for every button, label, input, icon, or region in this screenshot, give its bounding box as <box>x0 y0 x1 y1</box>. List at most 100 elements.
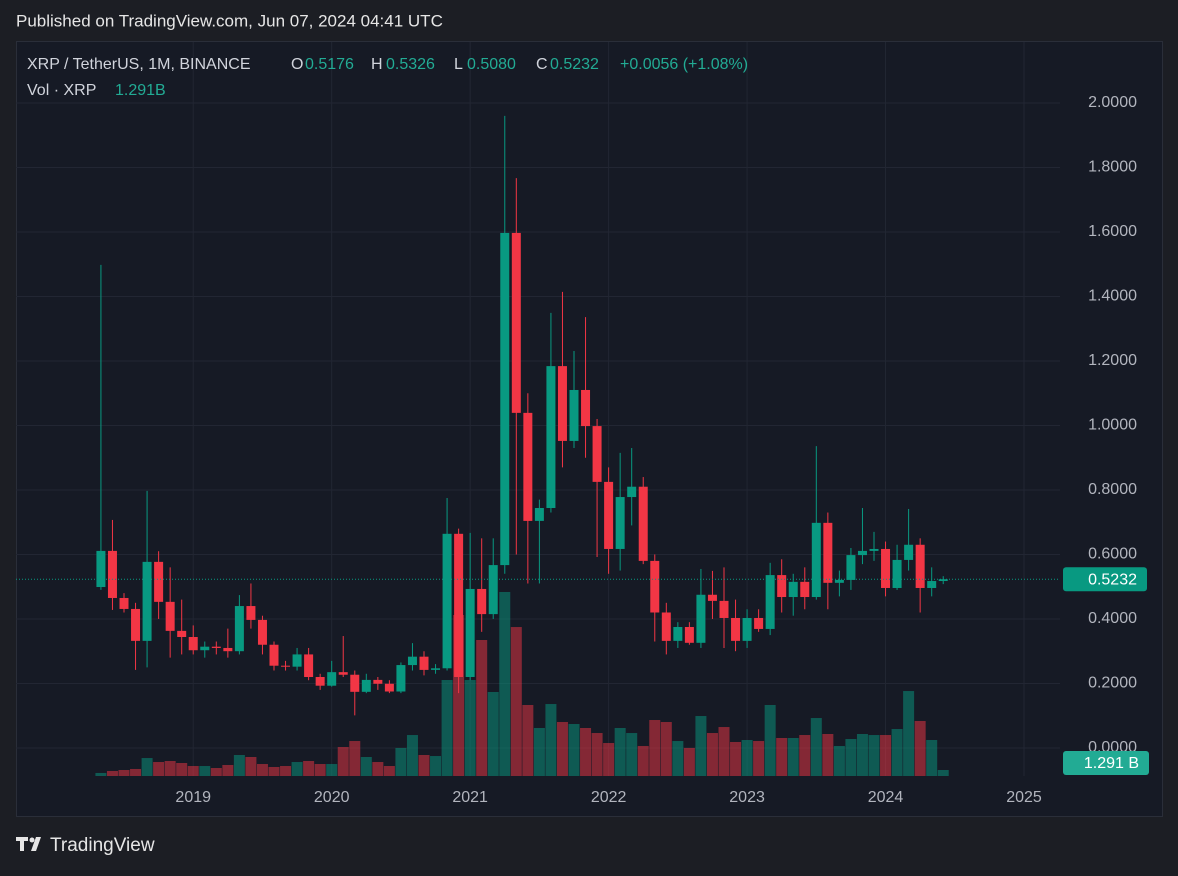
volume-bar <box>926 739 938 776</box>
candle-body <box>96 550 106 588</box>
volume-bar <box>545 704 557 776</box>
volume-bar <box>210 768 222 776</box>
candle-body <box>177 630 187 638</box>
volume-bar <box>164 760 176 776</box>
candle-body <box>788 581 798 598</box>
price-badge <box>1063 567 1147 592</box>
volume-bar <box>153 762 165 776</box>
volume-bar <box>106 770 118 776</box>
volume-bar <box>787 737 799 776</box>
logo <box>16 837 41 851</box>
high-key: H <box>371 56 383 73</box>
candle-body <box>731 617 741 641</box>
candle-body <box>223 647 233 652</box>
candle-body <box>892 559 902 588</box>
candle-body <box>407 656 417 666</box>
volume-bar <box>626 733 638 776</box>
x-tick-label: 2025 <box>1006 789 1042 806</box>
candle-body <box>523 412 533 521</box>
candle-body <box>142 561 152 641</box>
candle-body <box>684 627 694 643</box>
volume-bar <box>395 747 407 776</box>
volume-bar <box>822 733 834 776</box>
candle-body <box>696 594 706 643</box>
volume-badge-label: 1.291 B <box>1084 755 1139 772</box>
y-tick-label: 1.6000 <box>1088 223 1137 240</box>
volume-bar <box>914 720 926 776</box>
candle-body <box>107 550 117 598</box>
price-badge-label: 0.5232 <box>1088 571 1137 588</box>
x-tick-label: 2021 <box>452 789 488 806</box>
volume-bar <box>303 760 315 776</box>
y-tick-label: 0.2000 <box>1088 675 1137 692</box>
volume-bar <box>672 741 684 776</box>
chart-frame <box>16 41 1163 817</box>
candle-body <box>638 486 648 561</box>
volume-bar <box>637 745 649 776</box>
volume-bar <box>649 720 661 776</box>
candle-body <box>938 579 948 582</box>
volume-bar <box>603 743 615 776</box>
volume-bar <box>337 747 349 776</box>
volume-bar <box>441 680 453 776</box>
x-tick-label: 2020 <box>314 789 350 806</box>
candle-body <box>269 644 279 666</box>
volume-bar <box>868 735 880 776</box>
candle-body <box>650 560 660 613</box>
brand: TradingView <box>50 835 155 856</box>
logo-mark <box>31 837 41 851</box>
volume-bar <box>533 728 545 776</box>
candle-body <box>338 672 348 675</box>
volume-bar <box>891 729 903 776</box>
volume-bar <box>580 728 592 776</box>
candle-body <box>615 497 625 549</box>
candle-body <box>246 606 256 620</box>
candle-body <box>811 522 821 598</box>
volume-bar <box>880 735 892 776</box>
candle-body <box>592 426 602 482</box>
candle-body <box>834 579 844 583</box>
candle-body <box>846 555 856 580</box>
candle-body <box>234 606 244 652</box>
candle-body <box>673 627 683 641</box>
candle-body <box>350 674 360 692</box>
candle-body <box>477 588 487 615</box>
candle-body <box>384 683 394 692</box>
volume-bar <box>176 762 188 776</box>
volume-bar <box>845 739 857 776</box>
volume-bar <box>141 758 153 776</box>
volume-bar <box>718 727 730 776</box>
volume-bar <box>753 741 765 776</box>
y-tick-label: 1.2000 <box>1088 352 1137 369</box>
open-key: O <box>291 56 303 73</box>
candle-body <box>604 481 614 549</box>
volume-bar <box>660 722 672 776</box>
low-value: 0.5080 <box>467 56 516 73</box>
logo-mark <box>29 837 35 843</box>
candle-body <box>488 565 498 615</box>
y-tick-label: 1.0000 <box>1088 417 1137 434</box>
volume-bar <box>187 766 199 776</box>
volume-bar <box>233 754 245 776</box>
published-note: Published on TradingView.com, Jun 07, 20… <box>16 11 443 30</box>
candle-body <box>257 619 267 645</box>
x-tick-label: 2022 <box>591 789 627 806</box>
volume-bar <box>360 756 372 776</box>
volume-bar <box>856 733 868 776</box>
y-tick-label: 2.0000 <box>1088 94 1137 111</box>
candle-body <box>765 575 775 629</box>
candle-body <box>869 548 879 551</box>
volume-bar <box>464 680 476 776</box>
candle-body <box>165 601 175 631</box>
volume-bar <box>522 705 534 776</box>
candle-body <box>431 668 441 670</box>
candle-body <box>396 665 406 692</box>
candle-body <box>823 522 833 583</box>
volume-bar <box>222 764 234 776</box>
candle-body <box>281 665 291 667</box>
volume-bar <box>706 733 718 776</box>
candle-body <box>742 617 752 641</box>
volume-bar <box>268 766 280 776</box>
volume-bar <box>510 627 522 776</box>
